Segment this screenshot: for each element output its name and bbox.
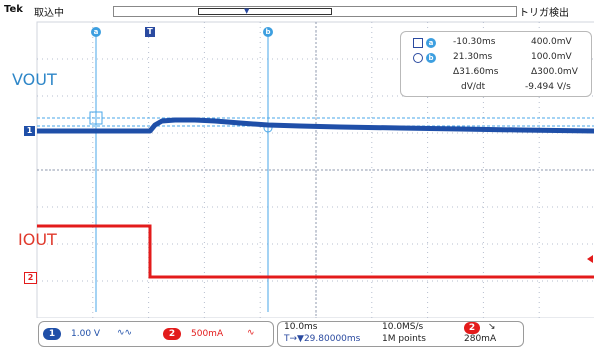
trigger-level[interactable]: 280mA (464, 334, 497, 344)
cursor-readout-panel: a -10.30ms 400.0mV b 21.30ms 100.0mV Δ31… (400, 31, 592, 97)
trigger-t-badge[interactable]: T (145, 27, 155, 37)
cursor-b-circle-icon (413, 53, 423, 63)
cursor-a-crosshair (89, 111, 103, 125)
trigger-level-marker[interactable] (587, 255, 593, 263)
ch1-scale[interactable]: 1.00 V (71, 329, 101, 339)
vertical-settings-panel[interactable]: 1 1.00 V ∿∿ 2 500mA ∿ (38, 321, 274, 347)
slope-label: dV/dt (461, 82, 486, 92)
horizontal-settings-panel[interactable]: 10.0ms 10.0MS/s T→▼29.80000ms 1M points … (277, 321, 524, 347)
trigger-slope-icon: ↘ (488, 322, 496, 332)
slope-value: -9.494 V/s (525, 82, 571, 92)
iout-label: IOUT (18, 230, 57, 249)
cursor-a-time: -10.30ms (453, 37, 496, 47)
record-overview-bar[interactable]: ▼ (113, 6, 517, 17)
overview-trigger-icon: ▼ (244, 7, 250, 15)
ch1-ground-marker[interactable]: 1 (24, 126, 35, 136)
cursor-b-value: 100.0mV (531, 52, 572, 62)
sample-rate: 10.0MS/s (382, 322, 424, 332)
top-status-bar: Tek 取込中 ▼ トリガ検出 (0, 0, 594, 22)
cursor-b-time: 21.30ms (453, 52, 493, 62)
time-per-division[interactable]: 10.0ms (284, 322, 318, 332)
bottom-status-bar: 1 1.00 V ∿∿ 2 500mA ∿ 10.0ms 10.0MS/s T→… (0, 318, 594, 349)
vout-label: VOUT (12, 70, 57, 89)
ch1-bandwidth-icon: ∿∿ (117, 328, 133, 338)
ch2-bandwidth-icon: ∿ (247, 328, 255, 338)
ch1-badge[interactable]: 1 (43, 328, 61, 340)
trigger-status: トリガ検出 (519, 8, 569, 19)
vout-annotation: VOUT (12, 70, 57, 89)
record-viewport-window[interactable] (198, 8, 332, 15)
cursor-b-readout-badge: b (426, 53, 436, 63)
ch2-scale[interactable]: 500mA (191, 329, 224, 339)
acquisition-status: 取込中 (34, 8, 64, 19)
ch1-waveform (37, 117, 594, 134)
brand-label: Tek (4, 4, 23, 15)
ch2-ground-marker[interactable]: 2 (24, 272, 37, 284)
trigger-position[interactable]: T→▼29.80000ms (284, 334, 361, 344)
ch2-badge[interactable]: 2 (163, 328, 181, 340)
cursor-delta-value: Δ300.0mV (531, 67, 578, 77)
cursor-a-badge[interactable]: a (91, 27, 101, 37)
cursor-a-readout-badge: a (426, 38, 436, 48)
cursor-a-square-icon (413, 38, 423, 48)
cursor-delta-time: Δ31.60ms (453, 67, 499, 77)
iout-annotation: IOUT (18, 230, 57, 249)
cursor-b-badge[interactable]: b (263, 27, 273, 37)
cursor-a-value: 400.0mV (531, 37, 572, 47)
trigger-source-badge[interactable]: 2 (464, 322, 480, 334)
ch2-waveform (37, 224, 594, 279)
record-length: 1M points (382, 334, 426, 344)
